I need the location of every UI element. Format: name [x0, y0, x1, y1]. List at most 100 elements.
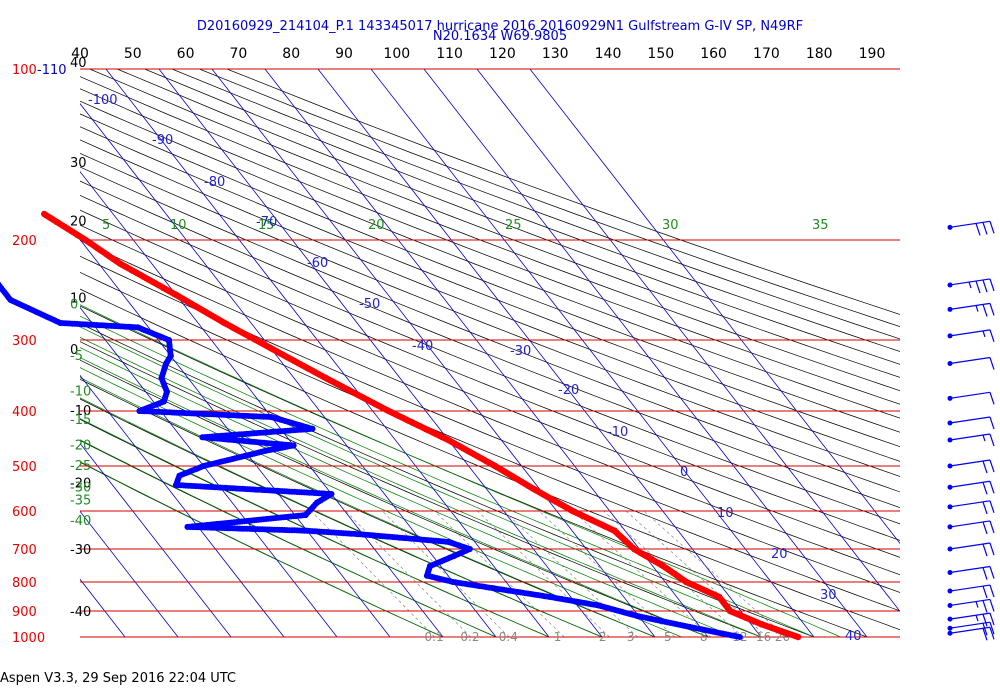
wind-barb-half-flag [968, 281, 972, 289]
top-axis-label: 40 [71, 46, 89, 62]
wind-barb [947, 391, 995, 405]
wind-barb [947, 416, 995, 430]
top-axis-label: 150 [647, 46, 674, 62]
mixing-ratio-label: 5 [664, 630, 672, 644]
wind-barb-half-flag [975, 615, 979, 622]
left-axis-label: -110 [37, 63, 67, 78]
dry-adiabat [171, 69, 900, 340]
pressure-label: 600 [12, 505, 37, 520]
wind-barb-half-flag [975, 305, 979, 312]
isotherm-label: 0 [680, 465, 688, 480]
mixing-ratio-line [643, 510, 787, 638]
dry-adiabat [80, 76, 900, 392]
pressure-label: 1000 [12, 631, 45, 646]
isotherm-line [80, 510, 179, 638]
pressure-label: 200 [12, 234, 37, 249]
isotherm-label: 40 [845, 629, 862, 644]
mixing-ratio-label: 0.4 [499, 630, 518, 644]
isotherm-line [80, 442, 232, 638]
wind-barb [947, 220, 995, 236]
top-moist-label: 30 [662, 218, 679, 233]
dry-adiabat [89, 69, 900, 378]
wind-barb-flag [989, 357, 995, 370]
left-moist-label: -5 [70, 349, 83, 364]
dewpoint-point [736, 634, 743, 640]
top-axis-label: 180 [806, 46, 833, 62]
top-moist-label: 20 [368, 218, 385, 233]
isotherm-label: -80 [204, 175, 225, 190]
adiabat-lines [80, 69, 900, 638]
wind-barb-flag [982, 501, 988, 515]
wind-barb [947, 500, 995, 515]
wind-barb [947, 612, 995, 627]
wind-barbs [947, 220, 995, 641]
isotherm-line [476, 69, 900, 613]
isotherm-label: 10 [717, 506, 734, 521]
dry-adiabat [80, 305, 868, 638]
dry-adiabat [80, 88, 900, 405]
mixing-ratio-label: 0.1 [425, 630, 444, 644]
isotherm-label: -30 [510, 344, 531, 359]
left-axis-label: 0 [70, 343, 78, 358]
pressure-label: 100 [12, 63, 37, 78]
wind-barb-flag [982, 279, 988, 293]
wind-barb [947, 520, 995, 535]
wind-barb-flag [989, 459, 995, 473]
left-moist-label: -25 [70, 459, 91, 474]
mixing-ratio-label: 1 [554, 630, 562, 644]
wind-barb-half-flag [982, 434, 986, 442]
top-axis-label: 170 [753, 46, 780, 62]
wind-barb [947, 598, 995, 613]
dry-adiabat [80, 180, 900, 509]
wind-barb-flag [982, 567, 988, 580]
mixing-ratio-label: 8 [700, 630, 708, 644]
top-axis-label: 70 [229, 46, 247, 62]
isotherm-line [158, 69, 603, 638]
top-axis-label: 50 [124, 46, 142, 62]
isotherm-label: -40 [412, 339, 433, 354]
dry-adiabat [80, 126, 900, 448]
wind-barb [947, 480, 995, 495]
top-axis-label: 140 [595, 46, 622, 62]
left-axis-label: -10 [70, 404, 91, 419]
pressure-label: 400 [12, 405, 37, 420]
wind-barb-flag [975, 223, 981, 236]
top-moist-label: 10 [170, 218, 187, 233]
mixing-ratio-line [603, 510, 744, 638]
wind-barb-flag [989, 278, 995, 292]
wind-barb-flag [989, 481, 995, 494]
wind-barb [947, 626, 995, 641]
wind-barb-flag [989, 520, 995, 534]
wind-barb-flag [989, 329, 995, 343]
dry-adiabat [80, 272, 900, 612]
mixing-ratio-line [345, 510, 471, 638]
left-moist-label: -20 [70, 438, 91, 453]
left-axis-label: -40 [70, 605, 91, 620]
isotherm-label: -10 [607, 425, 628, 440]
wind-barb-flag [982, 623, 988, 636]
dry-adiabat [80, 341, 762, 638]
wind-barb-flag [982, 521, 988, 535]
dry-adiabat [80, 323, 815, 638]
isotherm-label: 20 [771, 547, 788, 562]
moist-adiabat [80, 315, 815, 638]
isotherm-line [105, 69, 550, 638]
top-moist-label: 5 [102, 218, 110, 233]
wind-barb-flag [989, 433, 995, 447]
dewpoint-profile [0, 281, 743, 640]
wind-barb-flag [982, 222, 988, 235]
dry-adiabat [226, 69, 900, 315]
wind-barb-flag [982, 543, 988, 557]
isotherm-label: -50 [359, 297, 380, 312]
wind-barb-flag [989, 303, 995, 316]
mixing-ratio-label: 3 [627, 630, 635, 644]
moist-adiabat [80, 377, 656, 638]
dry-adiabat [199, 69, 900, 327]
footer-version-label: Aspen V3.3, 29 Sep 2016 22:04 UTC [0, 671, 236, 686]
left-axis-label: -30 [70, 543, 91, 558]
dry-adiabat [144, 69, 900, 352]
left-axis-label: 20 [70, 214, 87, 229]
top-moist-label: 35 [812, 218, 829, 233]
dry-adiabat [80, 100, 900, 419]
left-axis-label: 30 [70, 156, 87, 171]
